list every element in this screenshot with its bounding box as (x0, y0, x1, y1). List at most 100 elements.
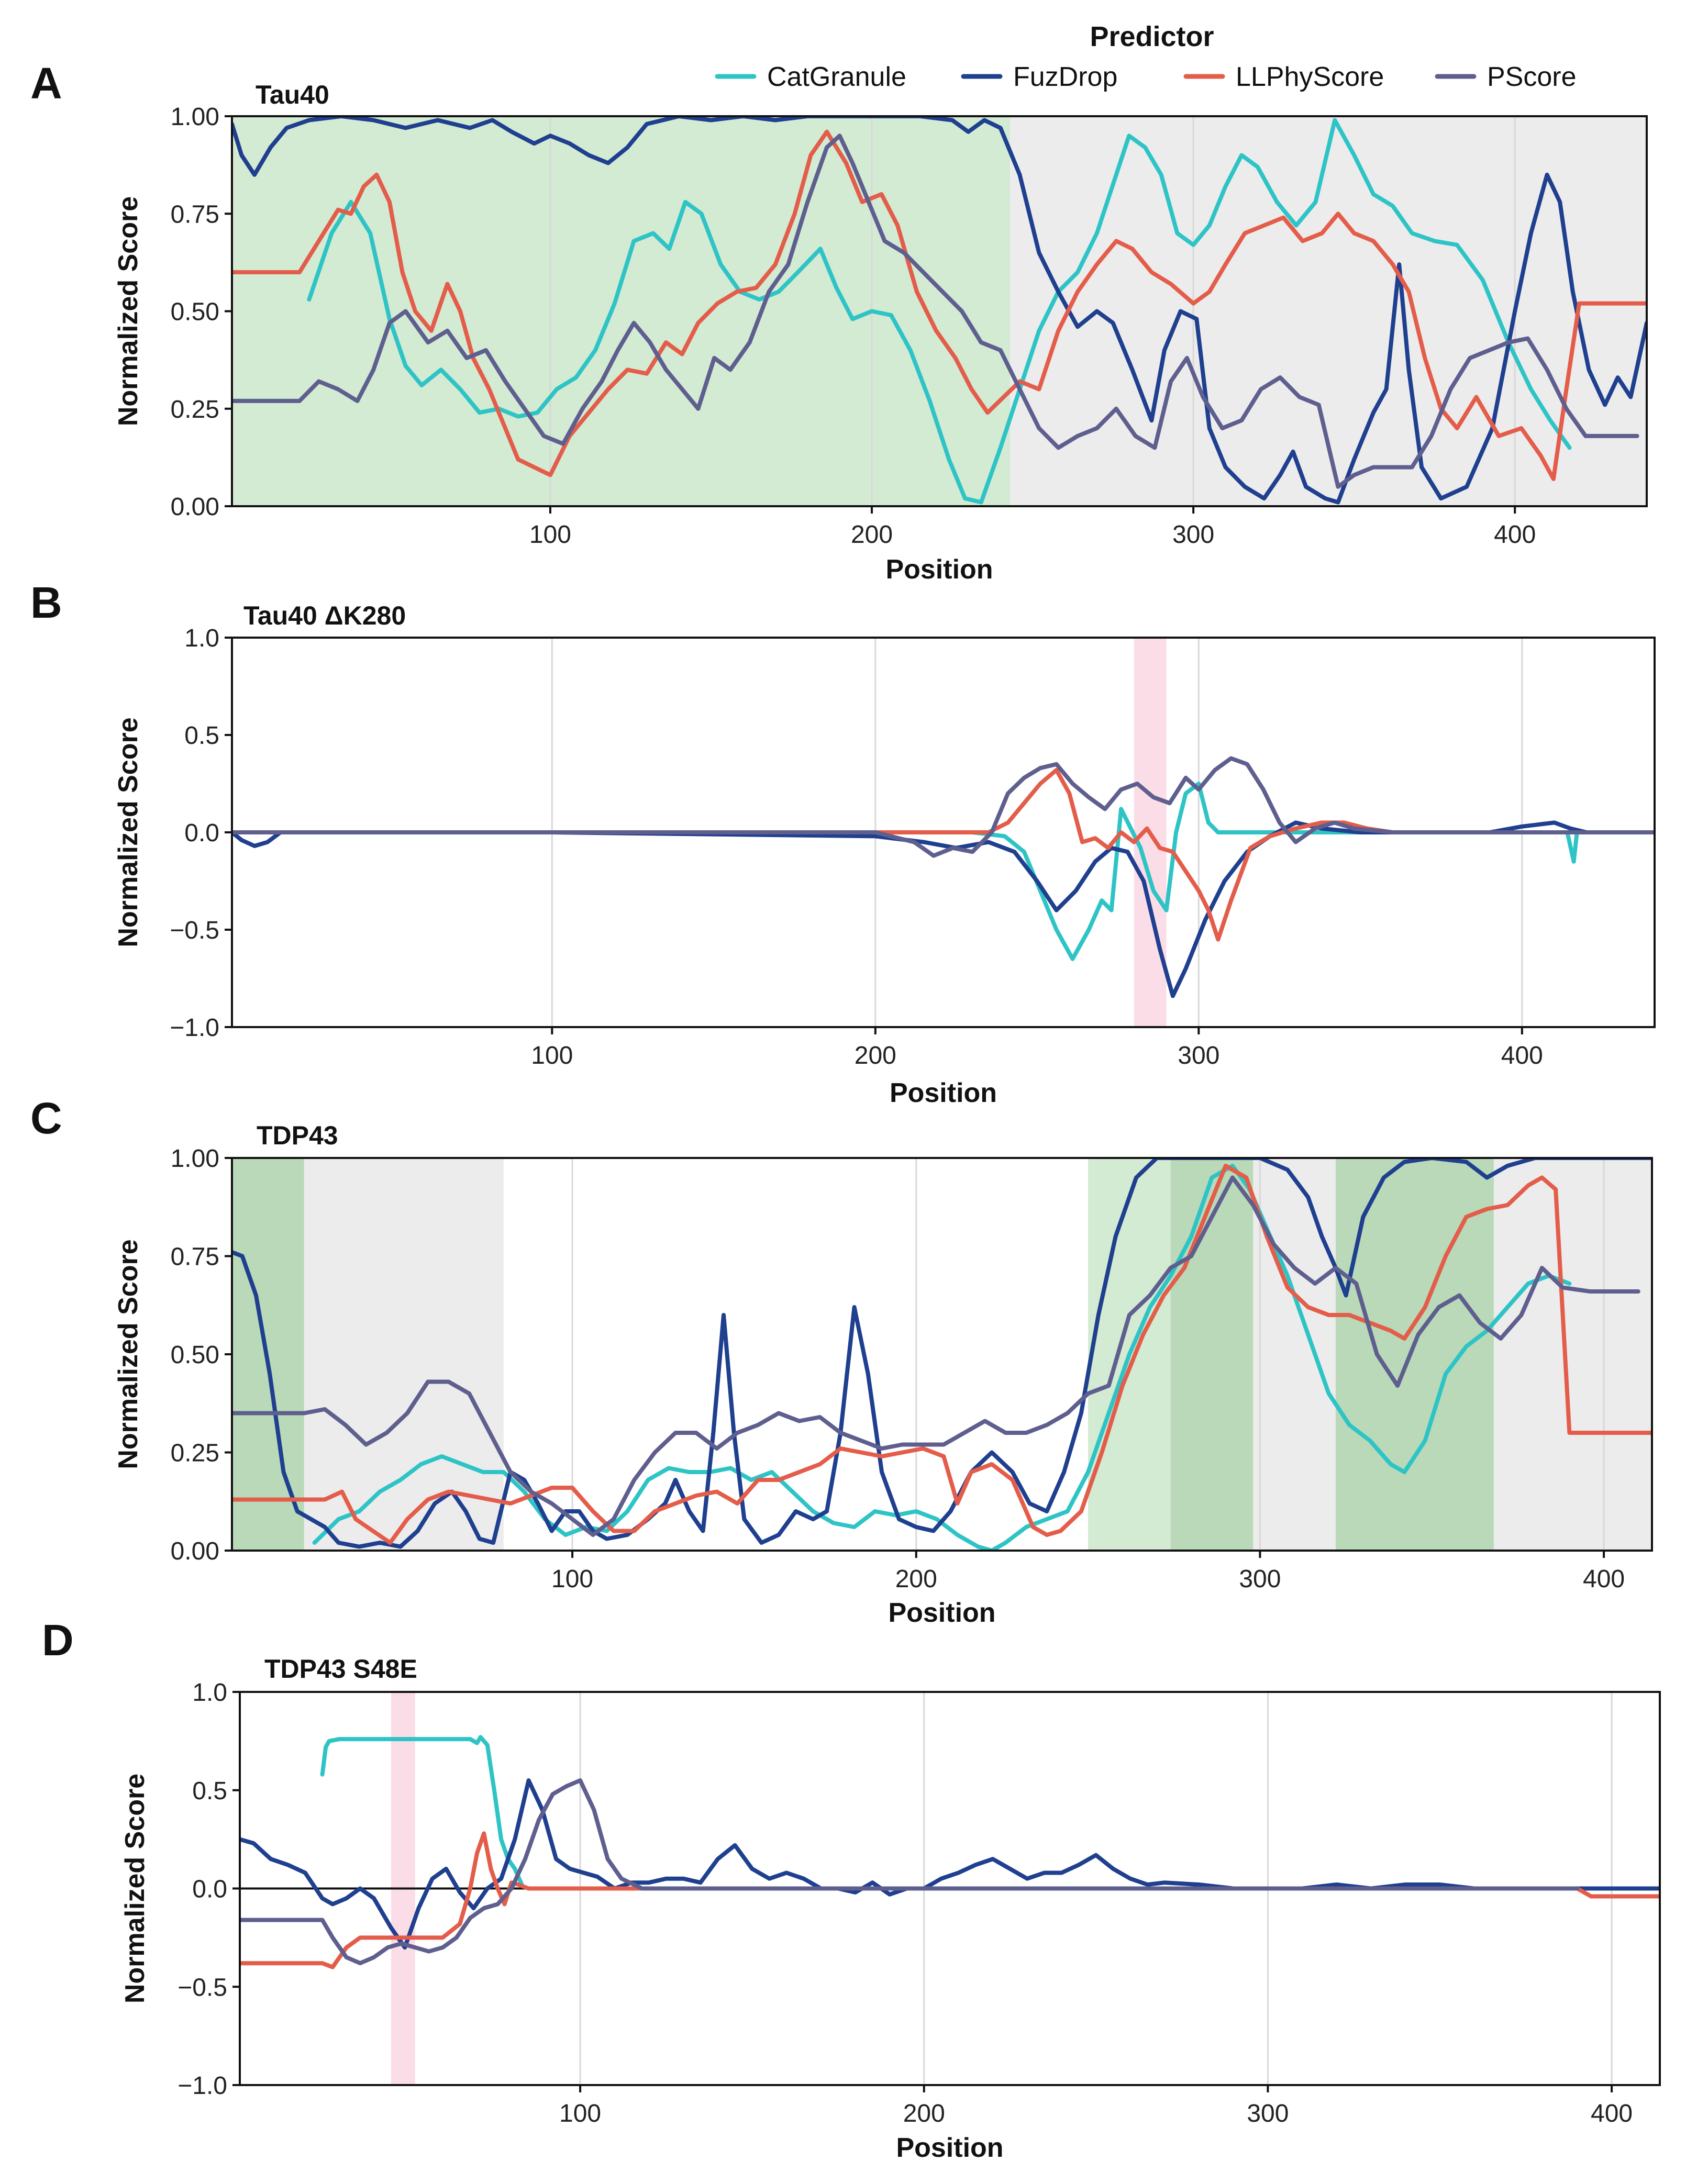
y-tick-label: 1.0 (192, 1679, 227, 1707)
y-tick-label: 0.0 (184, 819, 219, 847)
x-axis: 100 200 300 400 (531, 1027, 1543, 1069)
x-axis: 100 200 300 400 (559, 2085, 1633, 2127)
y-axis-label: Normalized Score (113, 1239, 143, 1469)
series-group (240, 1735, 1660, 1969)
y-tick-label: −0.5 (170, 917, 219, 944)
series-group (232, 116, 1647, 505)
legend-label: CatGranule (767, 62, 906, 92)
panel-title: Tau40 (256, 80, 329, 109)
y-axis: 0.00 0.25 0.50 0.75 1.00 (171, 1145, 232, 1565)
legend-item-llphyscore: LLPhyScore (1183, 62, 1384, 92)
x-tick-label: 300 (1172, 521, 1214, 549)
y-tick-label: 0.5 (184, 722, 219, 750)
y-tick-label: −1.0 (178, 2072, 227, 2100)
x-tick-label: 200 (895, 1565, 937, 1593)
y-tick-label: 0.50 (171, 298, 219, 326)
panel-letter: C (30, 1094, 62, 1143)
panel-a: A Tau40 0.00 0.25 0.50 0.75 1.00 100 200 300 400 Po… (30, 59, 1648, 585)
y-tick-label: 0.25 (171, 396, 219, 424)
series-line-catgranule (320, 1735, 524, 1887)
x-tick-label: 200 (855, 1042, 896, 1069)
y-axis: 0.00 0.25 0.50 0.75 1.00 (171, 103, 232, 521)
y-tick-label: 1.0 (184, 625, 219, 652)
panel-letter: B (30, 578, 62, 627)
series-line-llphyscore (232, 768, 1655, 942)
y-tick-label: 0.5 (192, 1777, 227, 1805)
series-line-llphyscore (232, 129, 1647, 481)
shaded-regions (232, 1158, 1652, 1551)
panel-letter: D (42, 1615, 74, 1665)
panel-b: B Tau40 ΔK280 −1.0 −0.5 0.0 0.5 1.0 100 200 300 40… (30, 578, 1656, 1108)
series-group (232, 1158, 1652, 1551)
series-line-pscore (232, 1175, 1640, 1537)
panel-title: Tau40 ΔK280 (243, 601, 406, 630)
y-axis-label: Normalized Score (113, 717, 143, 947)
x-axis: 100 200 300 400 (551, 1551, 1625, 1593)
panel-title: TDP43 (257, 1121, 338, 1150)
shaded-region (304, 1158, 504, 1551)
x-axis-label: Position (890, 1078, 997, 1108)
panel-c: C TDP43 0.00 0.25 0.50 0.75 1.00 100 200 300 400 Po… (30, 1094, 1653, 1628)
x-tick-label: 400 (1591, 2100, 1633, 2127)
panel-letter: A (30, 59, 62, 108)
x-tick-label: 100 (531, 1042, 573, 1069)
x-tick-label: 400 (1501, 1042, 1543, 1069)
x-tick-label: 400 (1583, 1565, 1625, 1593)
y-tick-label: −0.5 (178, 1974, 227, 2001)
shaded-regions (232, 116, 1647, 506)
y-tick-label: 0.75 (171, 1243, 219, 1271)
y-axis: −1.0 −0.5 0.0 0.5 1.0 (170, 625, 232, 1042)
y-axis-label: Normalized Score (120, 1774, 150, 2003)
legend-items: CatGranule FuzDrop LLPhyScore PScore (715, 62, 1577, 92)
legend-label: PScore (1487, 62, 1577, 92)
gridlines (571, 1158, 1605, 1551)
shaded-region (232, 116, 1011, 506)
panel-title: TDP43 S48E (264, 1654, 417, 1684)
y-tick-label: 0.00 (171, 1537, 219, 1565)
panels: A Tau40 0.00 0.25 0.50 0.75 1.00 100 200 300 400 Po… (30, 59, 1661, 2163)
legend-label: FuzDrop (1013, 62, 1117, 92)
legend-title: Predictor (1090, 21, 1214, 52)
shaded-region (1253, 1158, 1336, 1551)
x-tick-label: 200 (903, 2100, 945, 2127)
series-line-pscore (232, 133, 1639, 489)
series-line-pscore (232, 756, 1655, 858)
x-tick-label: 300 (1247, 2100, 1289, 2127)
y-axis-label: Normalized Score (113, 196, 143, 426)
x-axis-label: Position (888, 1598, 995, 1628)
y-tick-label: 0.25 (171, 1440, 219, 1467)
y-axis: −1.0 −0.5 0.0 0.5 1.0 (178, 1679, 240, 2100)
series-line-llphyscore (232, 1164, 1652, 1545)
y-tick-label: 0.50 (171, 1341, 219, 1369)
x-tick-label: 300 (1239, 1565, 1281, 1593)
y-tick-label: −1.0 (170, 1014, 219, 1042)
series-line-fuzdrop (232, 1158, 1652, 1549)
series-line-catgranule (307, 118, 1572, 505)
x-tick-label: 400 (1494, 521, 1536, 549)
x-axis-label: Position (896, 2133, 1003, 2163)
legend-item-catgranule: CatGranule (715, 62, 906, 92)
legend-item-pscore: PScore (1435, 62, 1577, 92)
legend-item-fuzdrop: FuzDrop (961, 62, 1117, 92)
shaded-region (1170, 1158, 1254, 1551)
series-line-llphyscore (240, 1831, 1660, 1969)
y-tick-label: 0.75 (171, 200, 219, 228)
x-axis-label: Position (885, 554, 993, 585)
x-tick-label: 200 (851, 521, 893, 549)
y-tick-label: 0.0 (192, 1876, 227, 1903)
legend-label: LLPhyScore (1236, 62, 1384, 92)
x-tick-label: 100 (559, 2100, 601, 2127)
x-tick-label: 300 (1178, 1042, 1219, 1069)
panel-d: D TDP43 S48E −1.0 −0.5 0.0 0.5 1.0 100 200 300 400… (42, 1615, 1661, 2163)
x-axis: 100 200 300 400 (529, 506, 1536, 549)
legend: Predictor CatGranule FuzDrop LLPhyScore PSc… (715, 21, 1577, 92)
y-tick-label: 1.00 (171, 103, 219, 131)
series-group (232, 756, 1655, 998)
y-tick-label: 1.00 (171, 1145, 219, 1173)
x-tick-label: 100 (529, 521, 571, 549)
shaded-region (1493, 1158, 1652, 1551)
series-line-pscore (240, 1778, 1580, 1966)
series-line-fuzdrop (240, 1778, 1660, 1950)
series-line-catgranule (312, 1164, 1572, 1551)
